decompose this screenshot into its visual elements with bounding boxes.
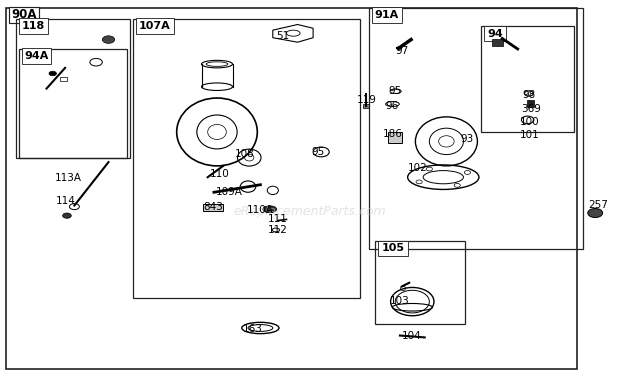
Bar xyxy=(19,18,48,34)
Text: 94: 94 xyxy=(487,29,503,38)
Bar xyxy=(19,49,127,158)
Text: 102: 102 xyxy=(408,163,428,173)
Text: 105: 105 xyxy=(381,244,405,253)
Bar xyxy=(372,7,402,23)
Text: 843: 843 xyxy=(203,202,223,212)
Bar xyxy=(133,19,360,298)
Text: 114: 114 xyxy=(56,196,76,205)
Text: 51: 51 xyxy=(276,31,289,41)
Text: 108: 108 xyxy=(234,149,254,159)
Circle shape xyxy=(588,208,603,218)
Bar xyxy=(60,77,67,81)
Bar xyxy=(480,26,574,132)
Bar xyxy=(388,132,402,143)
Text: 90A: 90A xyxy=(11,8,37,21)
Bar xyxy=(378,241,408,256)
Text: 94A: 94A xyxy=(24,51,49,61)
Text: 369: 369 xyxy=(521,104,541,113)
Text: 112: 112 xyxy=(268,225,288,235)
Text: 186: 186 xyxy=(383,129,403,139)
Text: 101: 101 xyxy=(520,130,539,140)
Text: 163: 163 xyxy=(243,324,263,334)
Circle shape xyxy=(63,213,71,218)
Bar xyxy=(484,26,506,41)
Bar xyxy=(136,18,174,34)
Text: 257: 257 xyxy=(588,201,608,210)
Text: eReplacementParts.com: eReplacementParts.com xyxy=(234,205,386,218)
Text: 97: 97 xyxy=(396,46,409,56)
Text: 113A: 113A xyxy=(55,173,82,183)
Ellipse shape xyxy=(263,206,277,213)
Text: 95: 95 xyxy=(311,147,324,156)
Text: 111: 111 xyxy=(268,215,288,224)
Text: 110: 110 xyxy=(210,169,229,179)
Text: 110A: 110A xyxy=(247,205,273,215)
Bar xyxy=(22,48,51,64)
Bar xyxy=(16,19,130,158)
Text: 100: 100 xyxy=(520,117,539,127)
Text: 109A: 109A xyxy=(216,187,242,196)
Bar xyxy=(375,241,465,324)
Text: 93: 93 xyxy=(460,135,473,144)
Text: 103: 103 xyxy=(389,296,409,306)
Bar xyxy=(492,39,503,46)
Text: 107A: 107A xyxy=(139,21,171,31)
Text: 98: 98 xyxy=(523,90,536,100)
Bar xyxy=(203,204,223,211)
Text: 91A: 91A xyxy=(374,10,399,20)
Bar xyxy=(527,100,534,107)
Bar xyxy=(9,7,39,23)
Text: 119: 119 xyxy=(357,95,377,105)
Bar xyxy=(369,8,583,249)
Circle shape xyxy=(49,71,56,76)
Circle shape xyxy=(102,36,115,43)
Bar xyxy=(363,104,369,108)
Text: 118: 118 xyxy=(22,21,45,31)
Text: 95: 95 xyxy=(389,86,402,96)
Text: 96: 96 xyxy=(386,101,399,111)
Text: 104: 104 xyxy=(402,331,422,340)
